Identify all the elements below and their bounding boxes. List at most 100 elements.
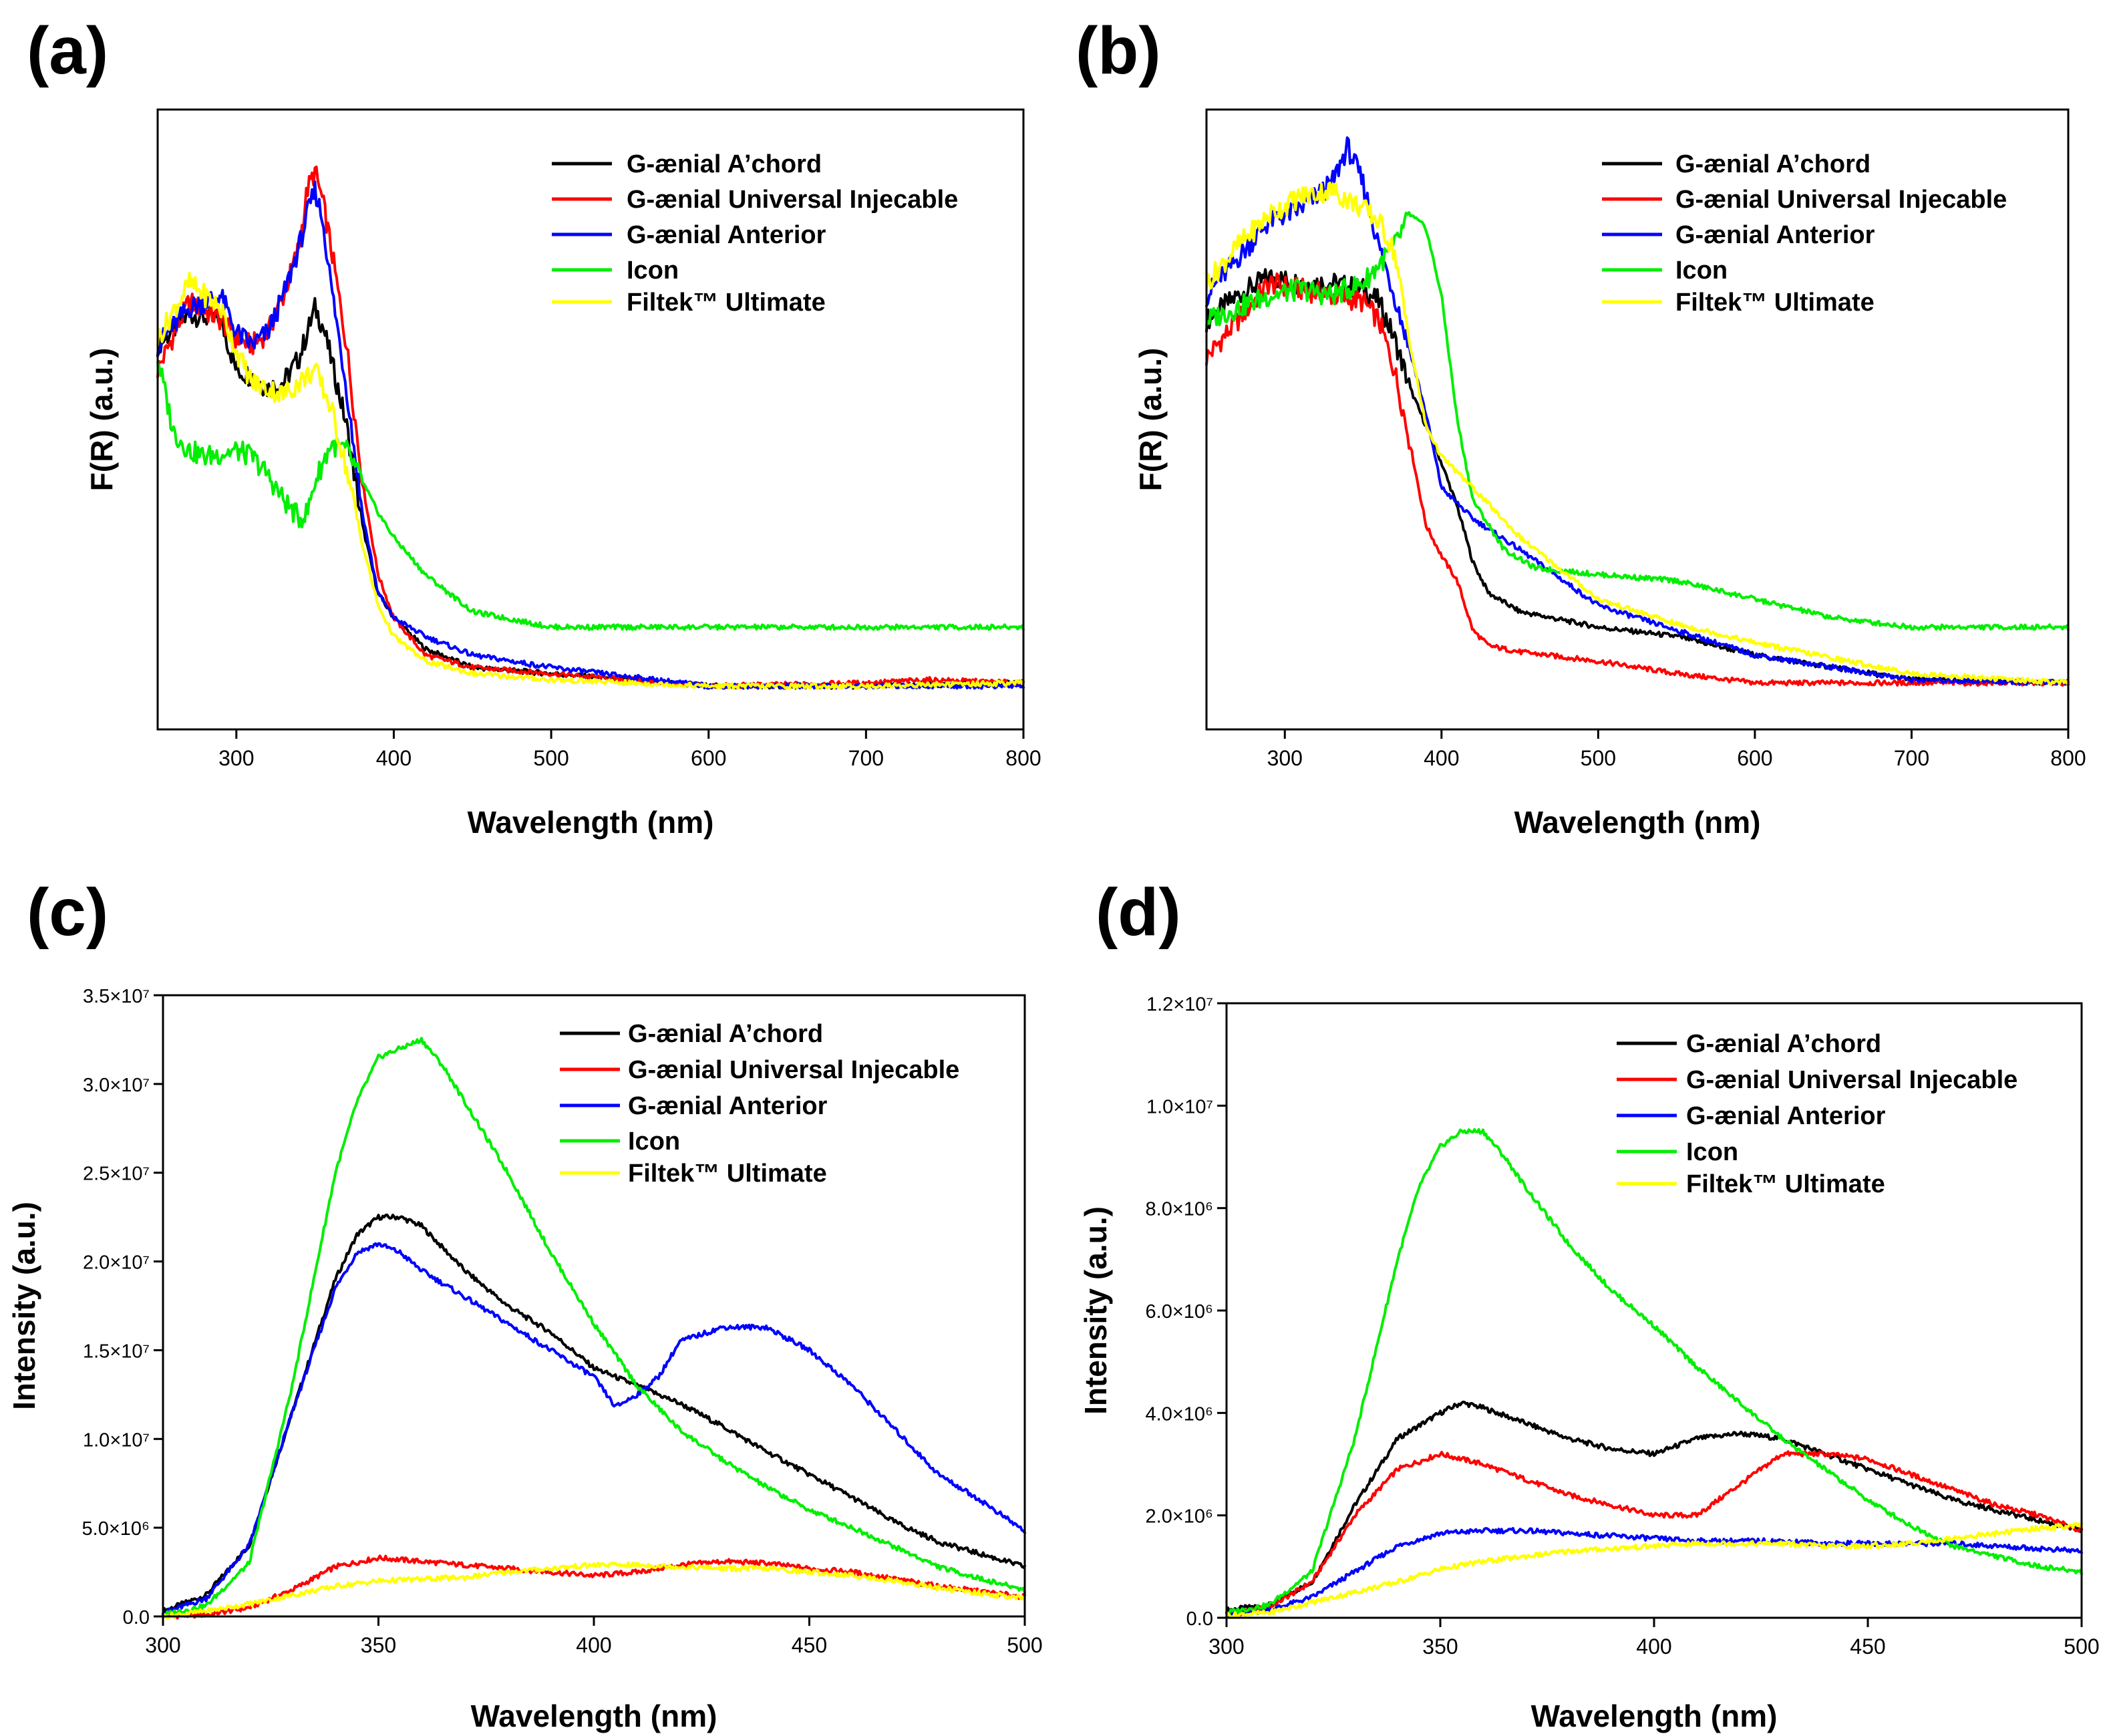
panel-label-a: (a): [27, 13, 108, 88]
panel-d-x-axis-title: Wavelength (nm): [1531, 1699, 1778, 1733]
panel-b-x-tick-label-300: 300: [1267, 746, 1303, 770]
panel-b-x-tick-label-700: 700: [1894, 746, 1929, 770]
panel-b-legend: G-ænial A’chord G-ænial Universal Injeca…: [1602, 150, 2007, 317]
panel-c-legend-label-3: G-ænial Anterior: [628, 1092, 828, 1120]
panel-a-series-4-line: [156, 361, 1025, 631]
panel-d-x-tick-label-350: 350: [1422, 1634, 1458, 1659]
panel-a-x-tick-label-500: 500: [533, 746, 569, 770]
panel-c-y-tick-label-6: 3.0×10⁷: [83, 1075, 150, 1096]
panel-b: (b) 300 400 500 600 700 800 Wavelength (nm) F…: [1076, 13, 2086, 840]
panel-a: (a) 300 400 500 600 700 800 Wavelength (nm) F…: [27, 13, 1041, 840]
panel-c-y-tick-label-4: 2.0×10⁷: [83, 1252, 150, 1274]
panel-a-x-axis-title: Wavelength (nm): [468, 805, 714, 840]
panel-c-legend-label-4: Icon: [628, 1127, 680, 1156]
panel-c-x-tick-label-300: 300: [145, 1633, 180, 1657]
panel-b-x-tick-label-800: 800: [2050, 746, 2086, 770]
panel-d-y-tick-label-2: 4.0×10⁶: [1146, 1403, 1213, 1425]
panel-a-legend-label-1: G-ænial A’chord: [627, 150, 822, 178]
panel-d-y-tick-label-6: 1.2×10⁷: [1146, 994, 1213, 1015]
panel-d-legend-label-4: Icon: [1686, 1138, 1738, 1166]
panel-c-legend-label-1: G-ænial A’chord: [628, 1020, 823, 1048]
panel-c-y-tick-label-1: 5.0×10⁶: [82, 1518, 150, 1540]
panel-c-y-tick-label-3: 1.5×10⁷: [83, 1341, 150, 1362]
panel-b-legend-label-4: Icon: [1675, 256, 1728, 285]
panel-c-y-tick-label-2: 1.0×10⁷: [83, 1429, 150, 1451]
panel-c-series-5-line: [162, 1561, 1026, 1620]
panel-b-plot-frame: [1205, 108, 2070, 731]
panel-b-x-tick-label-400: 400: [1424, 746, 1459, 770]
panel-d-y-axis-title: Intensity (a.u.): [1078, 1206, 1113, 1415]
panel-a-legend-label-5: Filtek™ Ultimate: [627, 289, 826, 317]
panel-c-series-2-line: [162, 1554, 1026, 1620]
panel-c-legend-label-2: G-ænial Universal Injecable: [628, 1056, 959, 1084]
panel-c-plot: 300 350 400 450 500 0.0 5.0×10⁶ 1.0×10⁷ 1.5×10⁷ 2…: [82, 986, 1043, 1657]
panel-d-series-2-line: [1225, 1450, 2083, 1618]
panel-b-y-axis-title: F(R) (a.u.): [1133, 348, 1168, 492]
panel-d-x-tick-label-300: 300: [1208, 1634, 1244, 1659]
panel-d-legend-label-1: G-ænial A’chord: [1686, 1030, 1881, 1058]
panel-d-y-tick-label-5: 1.0×10⁷: [1146, 1096, 1213, 1117]
panel-a-series-5-line: [156, 271, 1025, 690]
panel-a-legend-label-2: G-ænial Universal Injecable: [627, 186, 958, 214]
panel-a-legend-label-4: Icon: [627, 256, 679, 285]
panel-b-series-4-line: [1205, 211, 2070, 631]
panel-b-legend-label-5: Filtek™ Ultimate: [1675, 289, 1875, 317]
panel-a-series-2-line: [156, 165, 1025, 689]
panel-c-plot-frame: [162, 994, 1026, 1618]
panel-b-legend-label-3: G-ænial Anterior: [1675, 221, 1875, 249]
panel-a-x-tick-label-300: 300: [218, 746, 254, 770]
panel-d-x-tick-label-500: 500: [2064, 1634, 2099, 1659]
panel-d-x-tick-label-400: 400: [1636, 1634, 1671, 1659]
panel-b-legend-label-2: G-ænial Universal Injecable: [1675, 186, 2007, 214]
panel-c: (c) 300 350 400 450 500 0.0 5.0×10⁶ 1.0×10⁷ 1.5×…: [7, 875, 1043, 1733]
panel-c-y-tick-label-5: 2.5×10⁷: [83, 1164, 150, 1185]
panel-label-b: (b): [1076, 13, 1161, 88]
panel-c-y-axis-title: Intensity (a.u.): [7, 1202, 41, 1410]
panel-d-legend-label-5: Filtek™ Ultimate: [1686, 1170, 1885, 1198]
panel-b-series-3-line: [1205, 136, 2070, 686]
panel-c-legend: G-ænial A’chord G-ænial Universal Injeca…: [560, 1020, 959, 1188]
panel-c-x-tick-label-350: 350: [361, 1633, 396, 1657]
panel-d-series-3-line: [1225, 1527, 2083, 1619]
panel-d-y-tick-label-4: 8.0×10⁶: [1146, 1199, 1213, 1220]
panel-c-series-4-line: [162, 1037, 1026, 1618]
panel-d-series-1-line: [1225, 1400, 2083, 1614]
panel-d-plot-frame: [1225, 1002, 2083, 1619]
panel-d-legend-label-3: G-ænial Anterior: [1686, 1102, 1886, 1130]
panel-b-x-tick-label-500: 500: [1581, 746, 1616, 770]
panel-a-x-tick-label-700: 700: [848, 746, 884, 770]
panel-d-legend: G-ænial A’chord G-ænial Universal Injeca…: [1617, 1030, 2017, 1198]
panel-c-y-tick-label-7: 3.5×10⁷: [83, 986, 150, 1007]
panel-d-legend-label-2: G-ænial Universal Injecable: [1686, 1066, 2017, 1094]
panel-d-y-tick-label-1: 2.0×10⁶: [1146, 1506, 1213, 1528]
panel-a-x-tick-label-600: 600: [691, 746, 726, 770]
panel-c-series-3-line: [162, 1242, 1026, 1617]
panel-d-y-tick-label-0: 0.0: [1186, 1608, 1213, 1630]
panel-a-x-tick-label-800: 800: [1005, 746, 1041, 770]
panel-c-x-tick-label-400: 400: [576, 1633, 611, 1657]
panel-c-legend-label-5: Filtek™ Ultimate: [628, 1160, 827, 1188]
panel-d-x-tick-label-450: 450: [1850, 1634, 1885, 1659]
panel-a-plot-frame: [156, 108, 1025, 731]
panel-b-x-tick-label-600: 600: [1737, 746, 1772, 770]
panel-c-x-tick-label-450: 450: [792, 1633, 827, 1657]
panel-a-x-tick-label-400: 400: [376, 746, 412, 770]
panel-b-plot: 300 400 500 600 700 800: [1205, 136, 2086, 770]
panel-b-legend-label-1: G-ænial A’chord: [1675, 150, 1871, 178]
panel-d: (d) 300 350 400 450 500 0.0 2.0×10⁶ 4.0×10⁶ 6.0×…: [1078, 875, 2100, 1733]
panel-label-c: (c): [27, 875, 108, 950]
panel-a-y-axis-title: F(R) (a.u.): [84, 348, 119, 492]
panel-b-series-5-line: [1205, 181, 2070, 686]
panel-label-d: (d): [1096, 875, 1181, 950]
panel-b-x-axis-title: Wavelength (nm): [1514, 805, 1761, 840]
panel-c-x-tick-label-500: 500: [1007, 1633, 1042, 1657]
panel-c-x-axis-title: Wavelength (nm): [471, 1699, 717, 1733]
panel-d-y-tick-label-3: 6.0×10⁶: [1146, 1301, 1213, 1323]
panel-c-y-tick-label-0: 0.0: [123, 1607, 150, 1628]
panel-a-legend-label-3: G-ænial Anterior: [627, 221, 826, 249]
panel-d-plot: 300 350 400 450 500 0.0 2.0×10⁶ 4.0×10⁶ 6.0×10⁶ 8…: [1146, 994, 2100, 1659]
panel-a-plot: 300 400 500 600 700 800: [156, 165, 1041, 770]
panel-d-series-5-line: [1225, 1522, 2083, 1619]
